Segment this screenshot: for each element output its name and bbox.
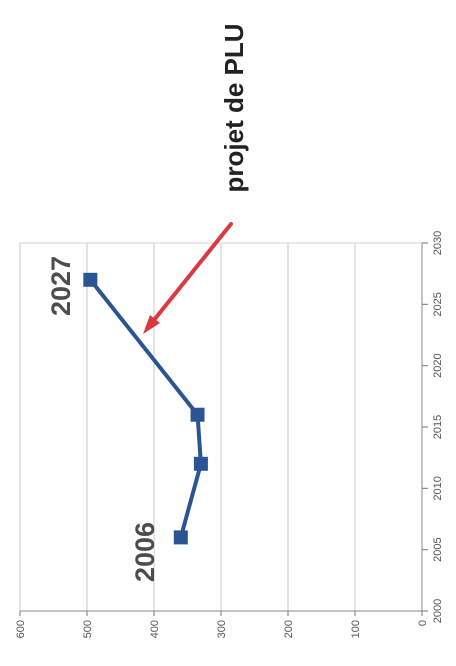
x-tick-label: 2025 [432,292,444,316]
callout-arrow [148,222,233,327]
x-tick-label: 2030 [432,231,444,255]
axes [19,242,428,616]
data-point [173,530,188,545]
annotations: 2006 2027 projet de PLU [46,23,249,582]
x-tick-label: 2020 [432,353,444,377]
y-tick-label: 500 [82,620,94,638]
gridlines [19,243,356,611]
x-tick-label: 2015 [432,415,444,439]
x-tick-label: 2010 [432,476,444,500]
data-point [193,456,208,471]
data-point [190,407,205,422]
y-tick-label: 200 [283,620,295,638]
y-tick-label: 100 [350,620,362,638]
y-tick-label: 300 [216,620,228,638]
end-year-label: 2027 [46,256,76,316]
y-tick-label: 600 [15,620,27,638]
series-line [88,278,203,538]
y-tick-label: 0 [417,620,429,626]
callout-arrow-head [143,315,160,334]
y-tick-label: 400 [149,620,161,638]
start-year-label: 2006 [130,522,160,582]
x-tick-label: 2000 [432,599,444,623]
tick-labels: 0 100 200 300 400 500 600 2000 2005 2010 2015 2020 2… [15,231,444,639]
x-tick-label: 2005 [432,537,444,561]
series [83,272,208,545]
callout-text: projet de PLU [219,23,249,192]
data-point [83,272,98,287]
